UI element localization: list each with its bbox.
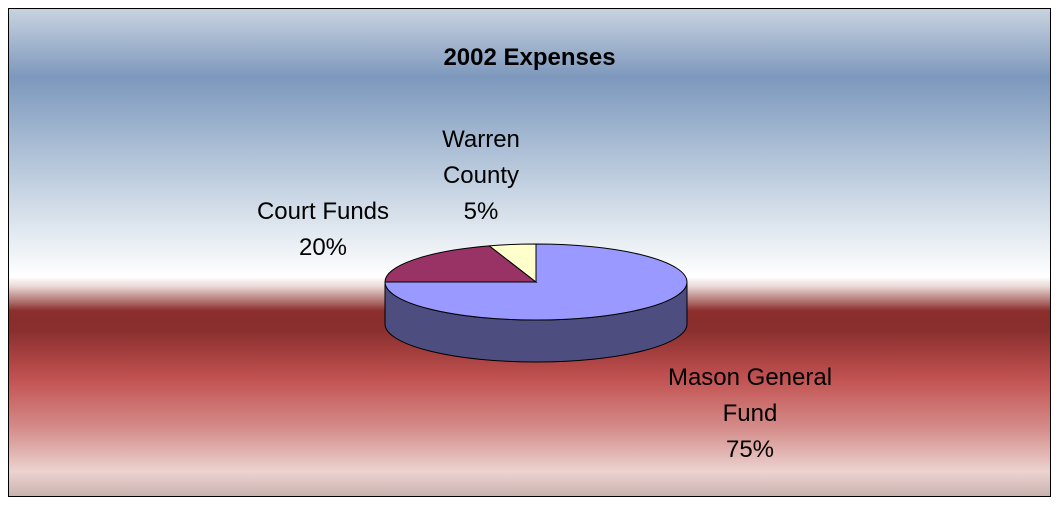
slice bbox=[384, 245, 538, 283]
value-label: 5% bbox=[463, 198, 499, 225]
value-label: 75% bbox=[725, 436, 775, 463]
category-label: Warren County bbox=[442, 126, 520, 189]
slice bbox=[384, 243, 688, 321]
category-label: Mason General Fund bbox=[667, 364, 833, 427]
data-label: Warren County 5% bbox=[431, 122, 531, 230]
value-label: 20% bbox=[298, 234, 348, 261]
category-label: Court Funds bbox=[256, 198, 390, 225]
chart-title: 2002 Expenses bbox=[443, 44, 616, 71]
data-label: Mason General Fund 75% bbox=[665, 360, 835, 468]
slice bbox=[488, 243, 537, 284]
data-label: Court Funds 20% bbox=[233, 194, 413, 266]
